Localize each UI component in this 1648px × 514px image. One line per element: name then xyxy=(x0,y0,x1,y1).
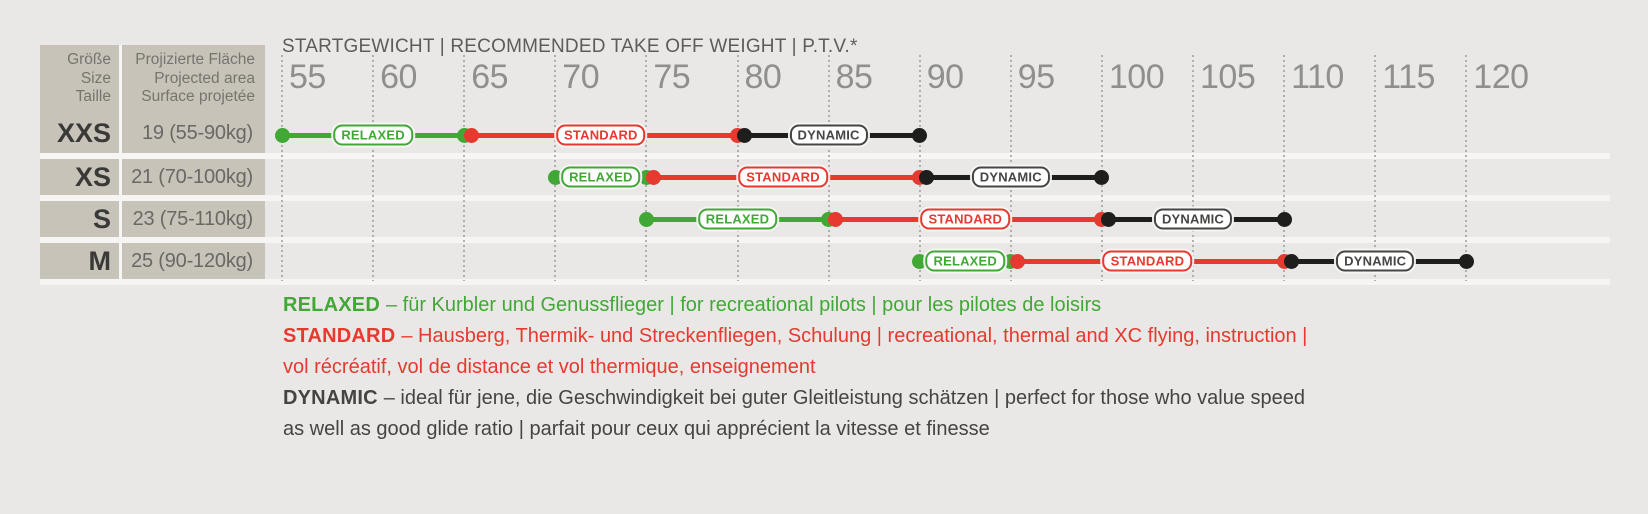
zone-pill-dynamic: DYNAMIC xyxy=(789,124,868,146)
grid-line xyxy=(281,55,283,281)
zone-start-dot xyxy=(737,127,752,143)
axis-title: STARTGEWICHT | RECOMMENDED TAKE OFF WEIG… xyxy=(282,36,858,57)
zone-start-dot xyxy=(912,253,928,269)
area-column-header-cell xyxy=(122,45,265,153)
zone-start-dot xyxy=(547,169,563,185)
tick-label: 100 xyxy=(1108,58,1165,96)
grid-line xyxy=(1465,55,1468,281)
zone-start-dot xyxy=(1101,211,1117,227)
row-separator xyxy=(40,153,1610,159)
grid-line xyxy=(463,55,466,281)
tick-label: 70 xyxy=(562,58,600,96)
grid-line xyxy=(372,55,375,281)
zone-end-dot xyxy=(1276,211,1292,227)
tick-label: 95 xyxy=(1017,58,1055,96)
header-line: Size xyxy=(80,69,111,87)
grid-line xyxy=(554,55,557,281)
tick-label: 65 xyxy=(471,58,509,96)
size-cell xyxy=(40,243,119,279)
size-cell xyxy=(40,201,119,237)
size-cell xyxy=(40,159,119,195)
tick-label: 110 xyxy=(1291,58,1344,96)
area-cell xyxy=(122,201,265,237)
grid-line xyxy=(1192,55,1194,281)
grid-line xyxy=(827,55,830,281)
tick-label: 60 xyxy=(380,58,417,96)
row-separator xyxy=(40,195,1610,201)
zone-end-dot xyxy=(1458,253,1474,269)
zone-start-dot xyxy=(919,169,935,185)
legend-text: – für Kurbler und Genussflieger | for re… xyxy=(385,294,1102,316)
row-area-label: 19 (55-90kg) xyxy=(142,122,253,144)
tick-label: 80 xyxy=(744,58,782,96)
zone-pill-standard: STANDARD xyxy=(920,208,1011,230)
zone-end-dot xyxy=(1094,169,1110,185)
grid-line xyxy=(1100,55,1103,281)
zone-pill-relaxed: RELAXED xyxy=(561,166,641,188)
zone-start-dot xyxy=(463,127,479,143)
tick-label: 90 xyxy=(926,58,964,96)
grid-line xyxy=(645,55,648,281)
legend-line-relaxed: RELAXED – für Kurbler und Genussflieger |… xyxy=(283,290,1563,321)
header-line: Taille xyxy=(75,88,111,105)
area-column-header: Projizierte Fläche Projected area Surfac… xyxy=(122,51,255,107)
legend-term-relaxed: RELAXED xyxy=(283,294,380,316)
row-size-label: M xyxy=(88,246,112,276)
legend-text: – ideal für jene, die Geschwindigkeit be… xyxy=(383,387,1306,409)
zone-start-dot xyxy=(1283,253,1299,269)
zone-pill-standard: STANDARD xyxy=(1102,250,1193,272)
size-column-header-cell xyxy=(40,45,119,153)
zone-pill-relaxed: RELAXED xyxy=(333,124,413,146)
row-size-label: XXS xyxy=(56,118,111,148)
row-size-label: S xyxy=(92,204,111,234)
zone-pill-dynamic: DYNAMIC xyxy=(971,166,1050,188)
tick-label: 120 xyxy=(1473,58,1529,96)
legend-term-standard: STANDARD xyxy=(283,325,396,347)
header-line: Größe xyxy=(67,51,111,68)
zone-pill-dynamic: DYNAMIC xyxy=(1336,250,1415,272)
row-separator xyxy=(40,279,1610,285)
zone-pill-dynamic: DYNAMIC xyxy=(1153,208,1233,230)
legend-line-standard: STANDARD – Hausberg, Thermik- und Strecke… xyxy=(283,321,1563,352)
tick-label: 115 xyxy=(1382,58,1435,96)
row-area-label: 23 (75-110kg) xyxy=(132,208,254,230)
zone-start-dot xyxy=(638,211,654,227)
chart-legend: RELAXED – für Kurbler und Genussflieger |… xyxy=(283,290,1563,445)
legend-line-standard-2: vol récréatif, vol de distance et vol th… xyxy=(283,356,816,378)
header-line: Projizierte Fläche xyxy=(135,51,255,68)
tick-label: 85 xyxy=(835,58,873,96)
grid-line xyxy=(1283,55,1286,281)
zone-start-dot xyxy=(1010,253,1026,269)
header-line: Surface projetée xyxy=(141,88,255,105)
tick-label: 55 xyxy=(289,58,326,96)
zone-start-dot xyxy=(274,127,290,143)
size-column-header: Größe Size Taille xyxy=(40,51,111,107)
legend-text: – Hausberg, Thermik- und Streckenfliegen… xyxy=(401,325,1308,347)
area-cell xyxy=(122,159,265,195)
zone-pill-relaxed: RELAXED xyxy=(925,250,1006,272)
row-size-label: XS xyxy=(74,162,111,192)
zone-pill-standard: STANDARD xyxy=(738,166,828,188)
grid-line xyxy=(736,55,739,281)
grid-line xyxy=(1374,55,1377,281)
zone-pill-standard: STANDARD xyxy=(556,124,646,146)
zone-end-dot xyxy=(912,127,928,143)
tick-label: 105 xyxy=(1200,58,1256,96)
legend-line-dynamic-2: as well as good glide ratio | parfait po… xyxy=(283,418,990,440)
legend-term-dynamic: DYNAMIC xyxy=(283,387,378,409)
tick-label: 75 xyxy=(653,58,691,96)
row-area-label: 21 (70-100kg) xyxy=(131,166,253,188)
zone-start-dot xyxy=(828,211,844,227)
row-area-label: 25 (90-120kg) xyxy=(131,250,253,272)
header-line: Projected area xyxy=(154,69,255,87)
area-cell xyxy=(122,243,265,279)
zone-start-dot xyxy=(645,169,661,185)
legend-line-dynamic: DYNAMIC – ideal für jene, die Geschwindig… xyxy=(283,383,1563,414)
grid-line xyxy=(918,55,921,281)
row-separator xyxy=(40,237,1610,243)
zone-pill-relaxed: RELAXED xyxy=(697,208,778,230)
